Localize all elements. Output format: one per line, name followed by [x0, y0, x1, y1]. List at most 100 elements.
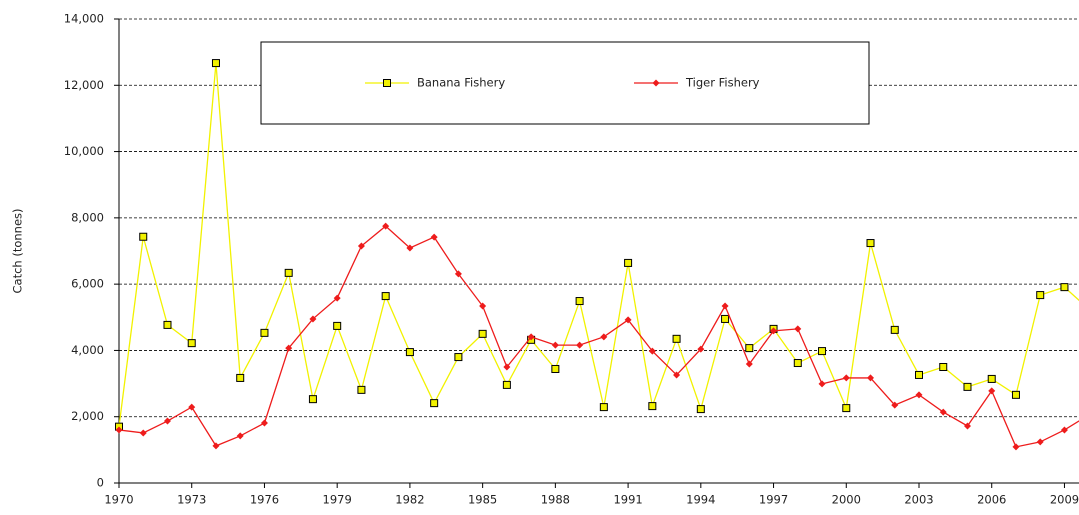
marker: [939, 408, 947, 416]
marker: [1036, 438, 1044, 446]
marker: [1060, 283, 1069, 292]
marker: [624, 316, 632, 324]
marker: [576, 341, 584, 349]
y-tick-label: 2,000: [71, 409, 104, 423]
y-tick-label: 0: [97, 476, 104, 490]
marker: [721, 314, 730, 323]
marker: [260, 328, 269, 337]
marker: [139, 429, 147, 437]
marker: [988, 387, 996, 395]
marker: [260, 419, 268, 427]
marker: [236, 432, 244, 440]
marker: [163, 417, 171, 425]
marker: [188, 403, 196, 411]
marker: [236, 373, 245, 382]
marker: [382, 222, 390, 230]
marker: [915, 370, 923, 379]
marker: [648, 347, 656, 355]
x-tick-label: 2006: [977, 493, 1006, 507]
plot: [115, 59, 1079, 451]
marker: [1060, 426, 1068, 434]
x-tick-label: 1994: [686, 493, 715, 507]
marker: [1011, 390, 1020, 399]
marker: [599, 403, 608, 412]
x-tick-label: 1982: [395, 493, 424, 507]
marker: [527, 333, 535, 341]
x-tick-label: 2009: [1050, 493, 1079, 507]
marker: [357, 385, 366, 394]
x-tick-label: 1973: [177, 493, 206, 507]
marker: [672, 334, 681, 343]
marker: [987, 374, 996, 383]
marker: [793, 359, 802, 368]
marker: [915, 391, 923, 399]
legend-marker: [652, 79, 660, 87]
legend-marker: [383, 79, 391, 87]
marker: [333, 294, 341, 302]
legend-label: Banana Fishery: [417, 76, 505, 90]
marker: [867, 374, 875, 382]
marker: [575, 297, 584, 306]
marker: [648, 402, 657, 411]
y-tick-label: 14,000: [64, 12, 104, 26]
marker: [211, 59, 220, 68]
marker: [600, 333, 608, 341]
marker: [1012, 443, 1020, 451]
y-tick-label: 12,000: [64, 78, 104, 92]
marker: [624, 258, 633, 267]
marker: [285, 344, 293, 352]
marker: [454, 353, 463, 362]
marker: [163, 320, 172, 329]
marker: [405, 348, 414, 357]
x-tick-label: 1997: [759, 493, 788, 507]
x-tick-label: 1976: [250, 493, 279, 507]
marker: [770, 327, 778, 335]
marker: [308, 395, 317, 404]
marker: [794, 325, 802, 333]
marker: [721, 302, 729, 310]
x-tick-label: 1991: [613, 493, 642, 507]
marker: [818, 347, 827, 356]
legend-label: Tiger Fishery: [685, 76, 760, 90]
marker: [890, 325, 899, 334]
y-tick-label: 10,000: [64, 144, 104, 158]
marker: [187, 339, 196, 348]
y-axis-label: Catch (tonnes): [11, 208, 25, 293]
marker: [866, 239, 875, 248]
marker: [551, 341, 559, 349]
marker: [842, 404, 851, 413]
marker: [503, 363, 511, 371]
marker: [502, 380, 511, 389]
marker: [963, 382, 972, 391]
marker: [745, 344, 754, 353]
marker: [357, 242, 365, 250]
marker: [939, 363, 948, 371]
marker: [406, 244, 414, 252]
x-tick-label: 1970: [104, 493, 133, 507]
marker: [454, 270, 462, 278]
y-tick-label: 4,000: [71, 343, 104, 357]
marker: [139, 232, 148, 241]
marker: [963, 422, 971, 430]
marker: [478, 329, 487, 338]
marker: [551, 364, 560, 373]
marker: [697, 345, 705, 353]
marker: [842, 374, 850, 382]
marker: [1036, 291, 1045, 300]
x-tick-label: 1985: [468, 493, 497, 507]
marker: [333, 321, 342, 330]
marker: [891, 401, 899, 409]
marker: [430, 233, 438, 241]
x-tick-label: 2003: [904, 493, 933, 507]
marker: [673, 371, 681, 379]
marker: [381, 292, 390, 301]
marker: [818, 380, 826, 388]
y-tick-label: 6,000: [71, 277, 104, 291]
marker: [309, 315, 317, 323]
marker: [430, 399, 439, 408]
marker: [212, 442, 220, 450]
marker: [284, 268, 293, 277]
x-tick-label: 2000: [832, 493, 861, 507]
x-tick-label: 1979: [323, 493, 352, 507]
